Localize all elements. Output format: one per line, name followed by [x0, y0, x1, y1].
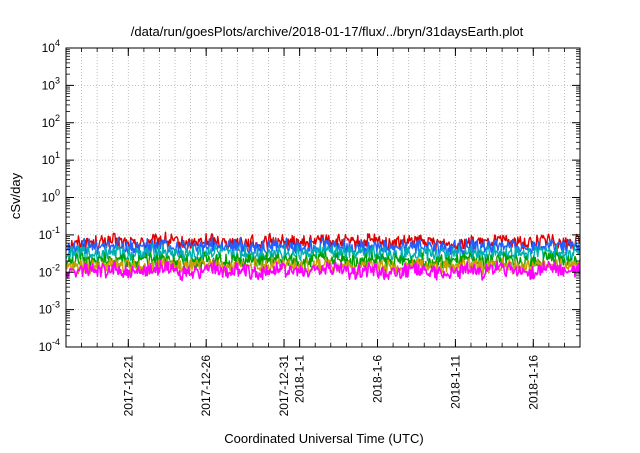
y-tick-exponent: -1: [52, 225, 60, 235]
series-line-2: [65, 243, 581, 263]
x-tick-label: 2017-12-26: [199, 355, 213, 417]
y-tick-base: 10: [42, 153, 56, 167]
x-tick-label: 2018-1-16: [526, 355, 540, 410]
x-tick-label: 2018-1-6: [371, 355, 385, 403]
x-tick-label: 2017-12-31: [277, 355, 291, 417]
y-tick-exponent: -3: [52, 300, 60, 310]
chart-title: /data/run/goesPlots/archive/2018-01-17/f…: [131, 24, 524, 39]
y-tick-base: 10: [39, 340, 53, 354]
y-tick-label: 10-4: [39, 337, 60, 354]
series-group: [65, 231, 581, 282]
series-line-0: [65, 231, 580, 252]
y-tick-label: 104: [42, 38, 60, 55]
y-tick-exponent: 4: [55, 38, 60, 48]
y-tick-label: 101: [42, 150, 60, 167]
y-tick-exponent: 1: [55, 150, 60, 160]
x-tick-label: 2018-1-11: [448, 355, 462, 409]
y-tick-exponent: 0: [55, 188, 60, 198]
y-tick-base: 10: [42, 41, 56, 55]
y-tick-exponent: 3: [55, 75, 60, 85]
y-tick-exponent: -2: [52, 262, 60, 272]
series-line-5: [66, 259, 581, 282]
axes-group: [65, 47, 581, 348]
x-tick-labels: 2017-12-21 2017-12-26 2017-12-31 2018-1-1 20…: [121, 355, 540, 417]
y-tick-base: 10: [42, 78, 56, 92]
y-tick-label: 10-2: [39, 262, 60, 279]
y-tick-base: 10: [42, 191, 56, 205]
y-tick-base: 10: [39, 303, 53, 317]
y-tick-base: 10: [39, 228, 53, 242]
x-tick-label: 2017-12-21: [121, 355, 135, 417]
y-axis-label: cSv/day: [8, 172, 23, 219]
x-tick-label: 2018-1-1: [293, 355, 307, 403]
y-tick-exponent: 2: [55, 113, 60, 123]
y-tick-base: 10: [42, 116, 56, 130]
grid-lines: [66, 48, 580, 347]
y-tick-base: 10: [39, 265, 53, 279]
y-tick-label: 10-1: [39, 225, 60, 242]
plot-border: [65, 47, 581, 348]
y-tick-label: 102: [42, 113, 60, 130]
y-tick-label: 103: [42, 75, 60, 92]
y-tick-exponent: -4: [52, 337, 60, 347]
y-tick-label: 100: [42, 188, 60, 205]
x-axis-label: Coordinated Universal Time (UTC): [224, 431, 423, 446]
y-tick-label: 10-3: [39, 300, 60, 317]
series-line-1: [65, 236, 581, 256]
